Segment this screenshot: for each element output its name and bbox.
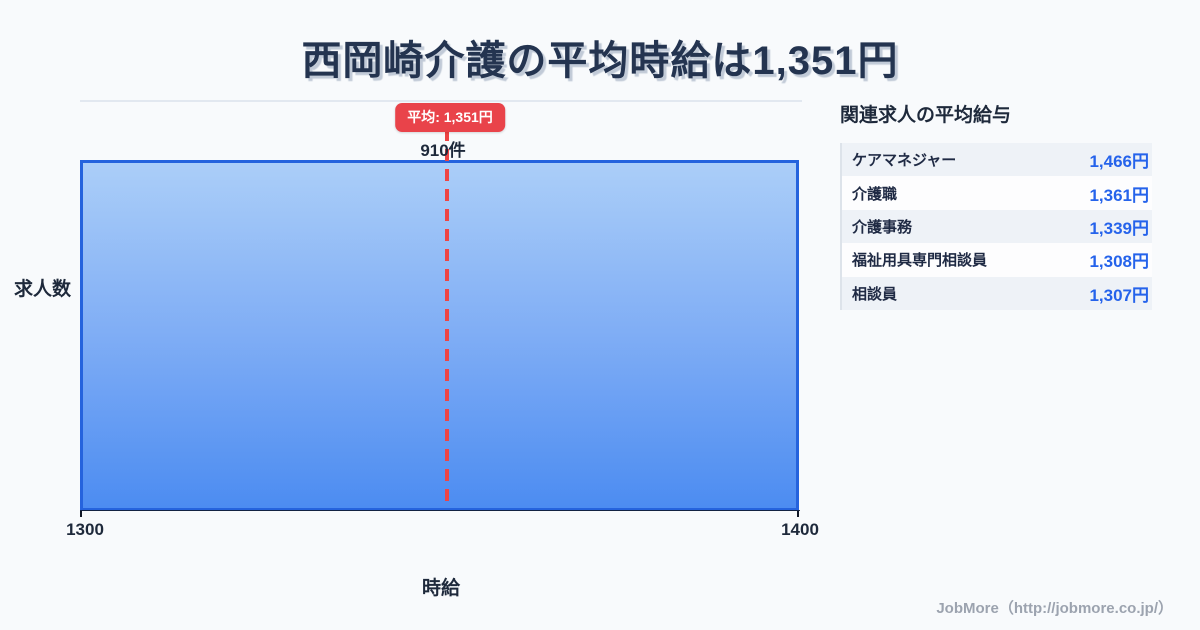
job-label: 介護事務 xyxy=(852,218,913,236)
job-label: 介護職 xyxy=(852,185,898,203)
job-value: 1,339円 xyxy=(1089,218,1149,238)
x-tick-label-1300: 1300 xyxy=(66,520,104,539)
job-value: 1,308円 xyxy=(1089,252,1149,272)
table-row: 福祉用具専門相談員 1,308円 xyxy=(842,243,1152,277)
job-value: 1,307円 xyxy=(1089,285,1149,305)
bar-count-label: 910件 xyxy=(420,141,466,160)
job-value: 1,466円 xyxy=(1089,152,1149,172)
table-row: 相談員 1,307円 xyxy=(842,276,1152,310)
related-jobs-table: ケアマネジャー 1,466円 介護職 1,361円 介護事務 1,339円 福祉… xyxy=(840,143,1152,310)
job-label: 福祉用具専門相談員 xyxy=(852,252,988,270)
table-row: ケアマネジャー 1,466円 xyxy=(842,143,1152,177)
job-label: ケアマネジャー xyxy=(852,152,957,170)
average-badge: 平均: 1,351円 xyxy=(395,103,505,132)
x-tick-1300 xyxy=(80,511,82,517)
footer-credit: JobMore（http://jobmore.co.jp/） xyxy=(936,600,1173,617)
job-label: 相談員 xyxy=(852,285,898,303)
x-tick-label-1400: 1400 xyxy=(781,520,819,539)
related-jobs-heading: 関連求人の平均給与 xyxy=(840,105,1012,126)
x-tick-1400 xyxy=(797,511,799,517)
page-title: 西岡崎介護の平均時給は1,351円 xyxy=(301,39,899,83)
job-value: 1,361円 xyxy=(1089,185,1149,205)
x-axis-label: 時給 xyxy=(421,578,461,599)
chart-top-divider xyxy=(80,100,802,102)
y-axis-label: 求人数 xyxy=(14,279,72,300)
average-dashed-line xyxy=(445,129,449,509)
table-row: 介護事務 1,339円 xyxy=(842,209,1152,244)
table-row: 介護職 1,361円 xyxy=(842,176,1152,210)
x-axis-line xyxy=(80,510,800,511)
histogram-bar xyxy=(80,160,799,511)
